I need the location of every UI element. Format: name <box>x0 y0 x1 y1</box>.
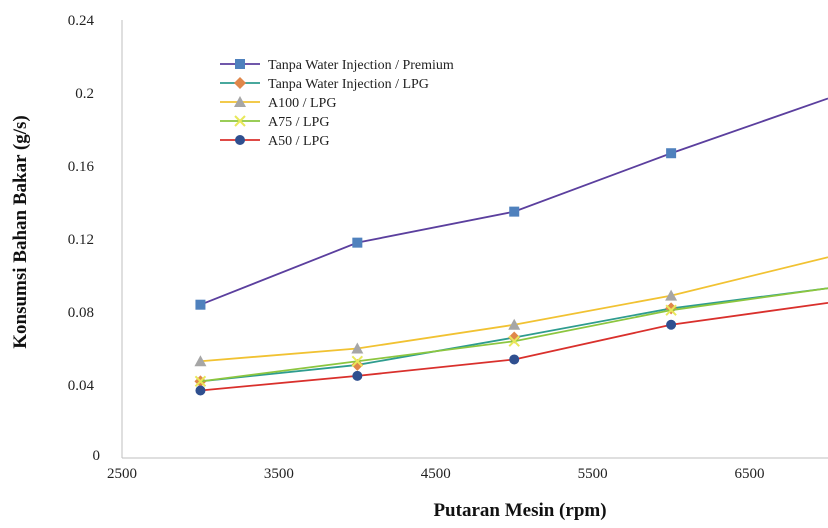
data-point <box>352 370 363 381</box>
y-tick-label: 0 <box>93 448 101 464</box>
x-tick-label: 6500 <box>735 466 765 482</box>
x-tick-label: 2500 <box>107 466 137 482</box>
data-point <box>665 289 678 301</box>
data-point <box>352 237 363 248</box>
data-point <box>234 77 246 89</box>
data-point <box>508 335 520 347</box>
data-point-stroke <box>351 355 364 367</box>
series-1 <box>195 97 828 310</box>
data-point <box>508 318 521 330</box>
data-point <box>351 342 364 354</box>
data-point <box>351 355 364 367</box>
series-line <box>200 256 828 363</box>
legend-item: Tanpa Water Injection / LPG <box>220 77 429 92</box>
legend-item: A75 / LPG <box>220 115 329 130</box>
data-point <box>666 148 677 159</box>
series-line <box>200 301 828 392</box>
data-point <box>195 299 206 310</box>
x-tick-label: 3500 <box>264 466 294 482</box>
data-point <box>509 206 520 217</box>
data-point <box>195 385 206 396</box>
series-layer <box>194 97 828 396</box>
y-tick-label: 0.16 <box>68 159 95 175</box>
legend-item: A100 / LPG <box>220 96 336 111</box>
data-point <box>194 355 207 367</box>
data-point-stroke <box>665 304 677 316</box>
x-tick-label: 4500 <box>421 466 451 482</box>
y-tick-label: 0.08 <box>68 305 94 321</box>
data-point <box>666 319 677 330</box>
data-point-stroke <box>234 115 246 127</box>
series-5 <box>195 301 828 396</box>
y-tick-label: 0.04 <box>68 378 95 394</box>
axes: 0 0.04 0.08 0.12 0.16 0.2 0.24 2500 3500 4500 5500… <box>68 13 828 482</box>
data-point <box>665 304 677 316</box>
legend-label: A100 / LPG <box>268 96 336 111</box>
series-3 <box>194 256 828 367</box>
data-point <box>235 135 245 145</box>
data-point-stroke <box>508 335 520 347</box>
data-point <box>234 96 246 107</box>
legend-label: A50 / LPG <box>268 134 329 149</box>
data-point <box>234 115 246 127</box>
data-point-stroke <box>194 375 207 388</box>
legend-label: Tanpa Water Injection / Premium <box>268 58 454 73</box>
legend-label: Tanpa Water Injection / LPG <box>268 77 429 92</box>
y-tick-label: 0.12 <box>68 232 94 248</box>
legend-label: A75 / LPG <box>268 115 329 130</box>
x-axis-title: Putaran Mesin (rpm) <box>433 500 606 521</box>
y-tick-label: 0.2 <box>75 86 94 102</box>
data-point <box>194 375 207 388</box>
y-tick-label: 0.24 <box>68 13 95 29</box>
data-point <box>235 59 245 69</box>
series-4 <box>194 287 828 388</box>
x-tick-label: 5500 <box>578 466 608 482</box>
data-point <box>509 354 520 365</box>
y-axis-title: Konsumsi Bahan Bakar (g/s) <box>10 115 31 349</box>
legend-item: A50 / LPG <box>220 134 329 149</box>
data-point <box>665 302 678 315</box>
legend: Tanpa Water Injection / Premium Tanpa Wat… <box>220 58 454 149</box>
legend-item: Tanpa Water Injection / Premium <box>220 58 454 73</box>
